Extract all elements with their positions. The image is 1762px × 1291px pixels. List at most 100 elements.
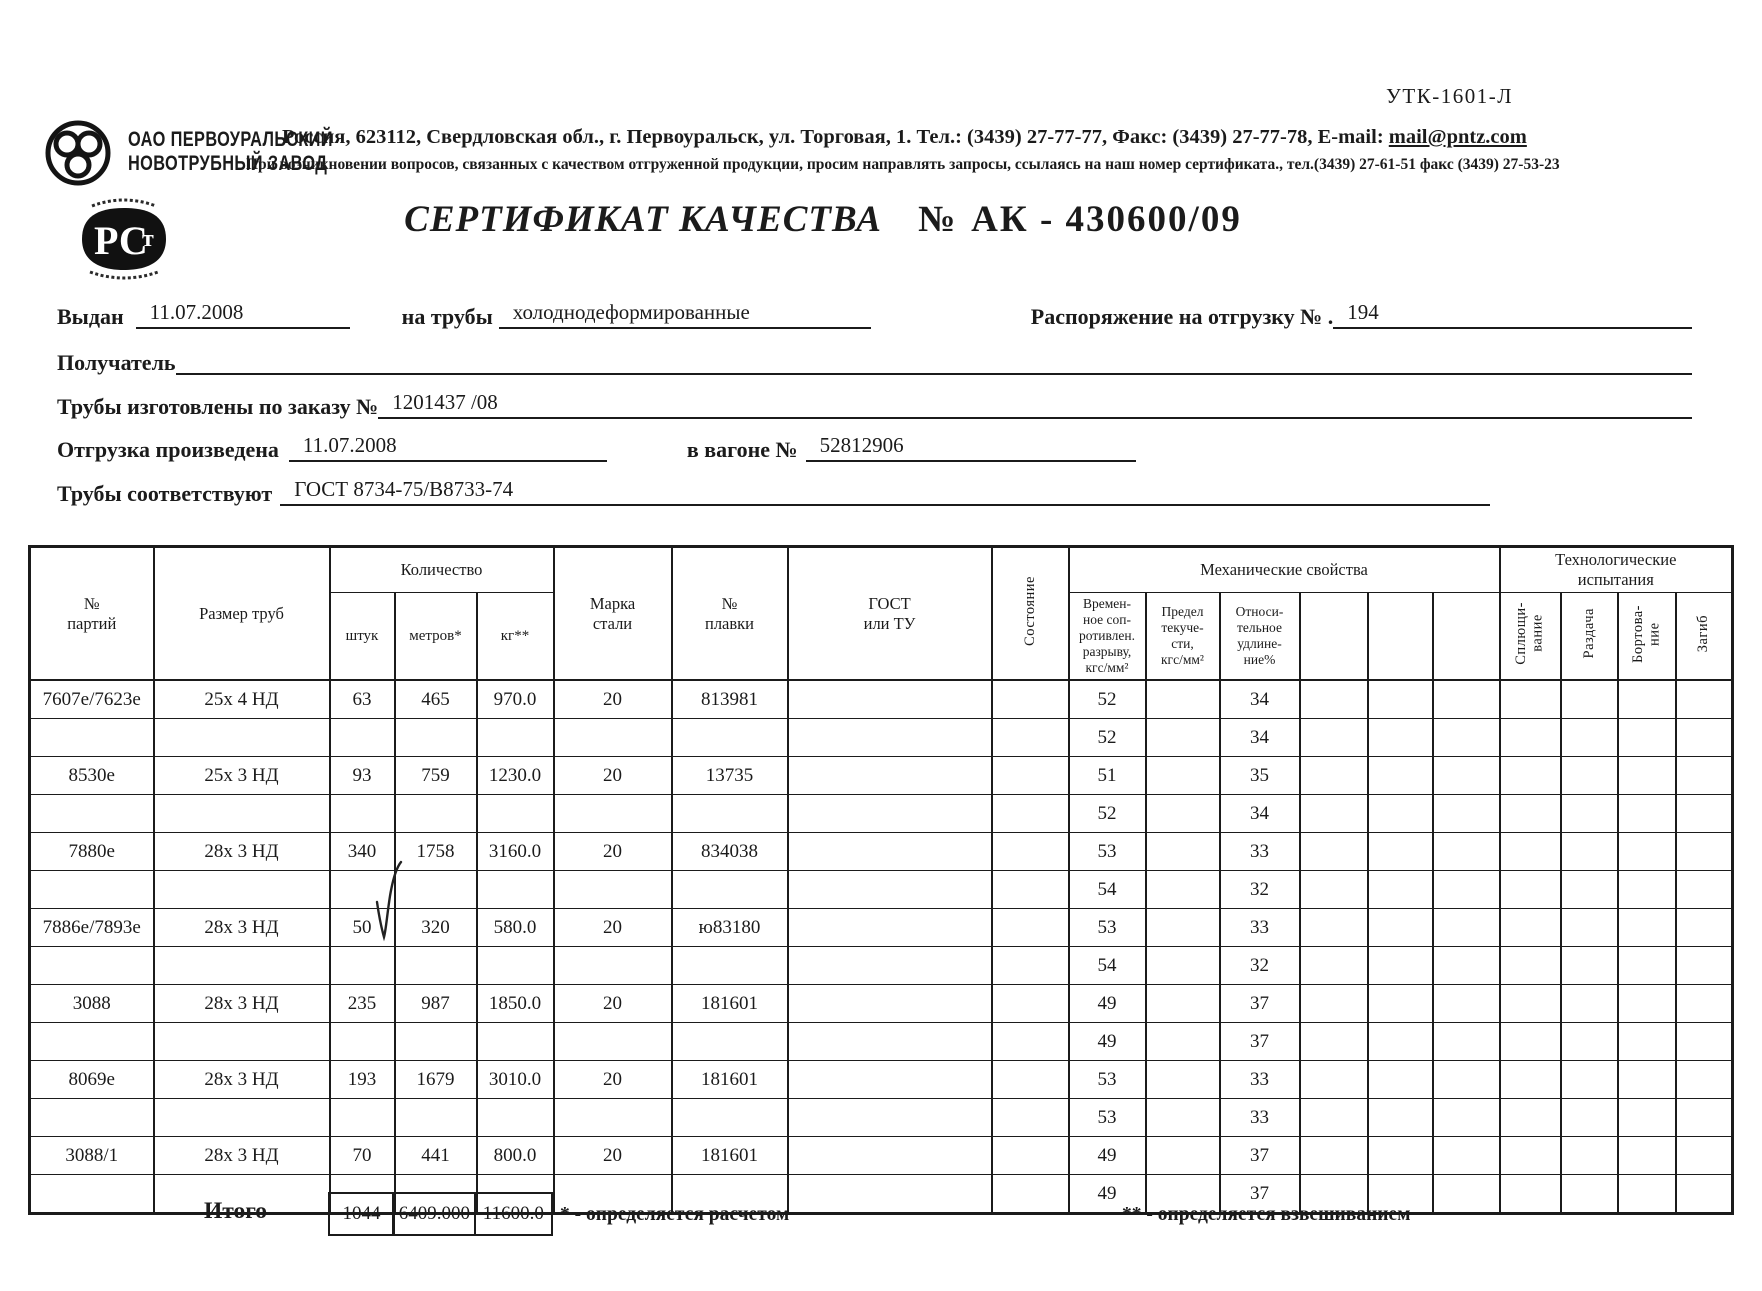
order-row: Трубы изготовлены по заказу № 1201437 /0… xyxy=(57,382,1692,419)
table-cell xyxy=(1298,870,1369,909)
header-condition: Состояние xyxy=(990,546,1070,681)
table-cell xyxy=(28,1174,155,1214)
title-number-sign: № xyxy=(917,199,956,240)
table-cell: 759 xyxy=(393,756,478,795)
table-cell xyxy=(1498,1022,1562,1061)
table-cell: 235 xyxy=(328,984,396,1023)
table-cell xyxy=(1616,908,1677,947)
table-cell xyxy=(1498,794,1562,833)
table-cell: 970.0 xyxy=(475,679,555,719)
table-cell xyxy=(1298,1098,1369,1137)
table-cell xyxy=(475,1098,555,1137)
table-cell xyxy=(1431,794,1501,833)
certificate-table: № партий Размер труб Количество Марка ст… xyxy=(28,545,1735,1215)
company-email[interactable]: mail@pntz.com xyxy=(1388,126,1527,148)
table-cell: 340 xyxy=(328,832,396,871)
table-cell: 49 xyxy=(1067,984,1147,1023)
totals-kg: 11600.0 xyxy=(473,1192,553,1236)
table-cell xyxy=(786,679,993,719)
table-cell xyxy=(1498,718,1562,757)
handwritten-checkmark xyxy=(375,860,403,942)
table-cell xyxy=(1366,718,1434,757)
table-cell xyxy=(1366,870,1434,909)
table-cell xyxy=(475,870,555,909)
for-pipes-label: на трубы xyxy=(401,303,493,329)
table-cell xyxy=(552,1174,673,1214)
header-condition-text: Состояние xyxy=(1021,576,1038,646)
table-cell: 1758 xyxy=(393,832,478,871)
table-cell xyxy=(786,1174,993,1214)
table-cell: 25х 3 НД xyxy=(152,756,331,795)
table-row: 52 34 xyxy=(28,794,1734,833)
table-row: 53 33 xyxy=(28,1098,1734,1137)
receiver-field xyxy=(175,345,1692,375)
table-cell xyxy=(1431,756,1501,795)
table-cell xyxy=(1616,679,1677,719)
table-cell xyxy=(990,756,1070,795)
svg-text:РС: РС xyxy=(94,218,148,263)
table-cell xyxy=(1366,946,1434,985)
table-cell xyxy=(1366,1022,1434,1061)
table-cell xyxy=(1616,1060,1677,1099)
table-cell xyxy=(1431,1022,1501,1061)
table-cell: 1679 xyxy=(393,1060,478,1099)
header-steel-grade: Марка стали xyxy=(552,546,673,681)
table-cell xyxy=(1366,984,1434,1023)
table-cell xyxy=(28,1098,155,1137)
header-batch-number: № партий xyxy=(28,546,155,681)
header-expansion-text: Раздача xyxy=(1580,608,1597,659)
table-cell: 37 xyxy=(1218,1174,1301,1214)
table-cell xyxy=(1366,1136,1434,1175)
table-cell: 20 xyxy=(552,1136,673,1175)
table-row: 7607е/7623е 25х 4 НД 63 465 970.0 20 813981 52 3… xyxy=(28,679,1734,719)
totals-cells: 1044 6409.000 11600.0 xyxy=(328,1192,553,1236)
table-cell xyxy=(1298,756,1369,795)
table-cell xyxy=(1498,984,1562,1023)
table-cell: 33 xyxy=(1218,832,1301,871)
header-kg: кг** xyxy=(475,592,555,681)
table-cell xyxy=(1431,1136,1501,1175)
table-cell xyxy=(1559,1136,1619,1175)
shipping-order-label: Распоряжение на отгрузку № . xyxy=(1030,303,1334,329)
table-row: 3088/1 28х 3 НД 70 441 800.0 20 181601 49 37 xyxy=(28,1136,1734,1175)
table-cell xyxy=(1559,718,1619,757)
table-cell xyxy=(552,870,673,909)
table-cell xyxy=(1431,1060,1501,1099)
receiver-label: Получатель xyxy=(57,349,176,375)
table-cell: 1230.0 xyxy=(475,756,555,795)
table-cell xyxy=(670,946,789,985)
header-yield-strength: Предел текуче- сти, кгс/мм² xyxy=(1144,592,1221,681)
table-cell xyxy=(1674,984,1734,1023)
header-technological-group: Технологические испытания xyxy=(1498,546,1734,593)
table-cell xyxy=(1616,756,1677,795)
issued-date-field: 11.07.2008 xyxy=(135,299,350,329)
table-cell: 813981 xyxy=(670,679,789,719)
table-cell xyxy=(552,946,673,985)
table-cell: 20 xyxy=(552,984,673,1023)
table-cell xyxy=(1498,1098,1562,1137)
table-cell xyxy=(1674,832,1734,871)
table-cell xyxy=(670,1022,789,1061)
table-row: 3088 28х 3 НД 235 987 1850.0 20 181601 49 37 xyxy=(28,984,1734,1023)
table-cell xyxy=(990,1174,1070,1214)
table-cell xyxy=(670,1174,789,1214)
table-cell xyxy=(1431,1174,1501,1214)
header-flattening-test: Сплющи- вание xyxy=(1498,592,1562,681)
table-cell xyxy=(152,1022,331,1061)
table-cell xyxy=(1298,1174,1369,1214)
table-cell: 28х 3 НД xyxy=(152,984,331,1023)
header-flanging-text: Бортова- ние xyxy=(1629,604,1663,663)
table-cell: 28х 3 НД xyxy=(152,832,331,871)
table-cell xyxy=(1559,908,1619,947)
table-cell xyxy=(1674,1174,1734,1214)
table-cell: 32 xyxy=(1218,946,1301,985)
standard-label: Трубы соответствуют xyxy=(57,480,273,506)
table-cell xyxy=(1366,679,1434,719)
table-cell xyxy=(1298,832,1369,871)
totals-meters: 6409.000 xyxy=(392,1192,477,1236)
table-cell: 54 xyxy=(1067,870,1147,909)
table-cell xyxy=(1298,946,1369,985)
table-cell: 3160.0 xyxy=(475,832,555,871)
table-cell: 53 xyxy=(1067,1060,1147,1099)
table-cell xyxy=(786,870,993,909)
